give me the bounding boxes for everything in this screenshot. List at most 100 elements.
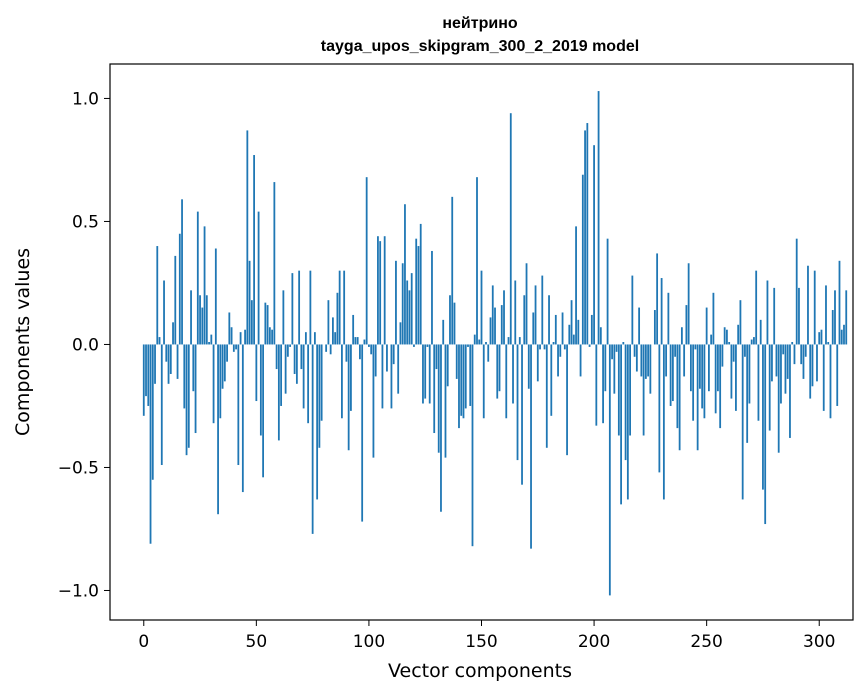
bar-component-75 — [312, 344, 314, 533]
bar-component-282 — [778, 344, 780, 452]
bar-component-59 — [276, 344, 278, 369]
bar-component-14 — [174, 256, 176, 345]
bar-component-65 — [289, 344, 291, 346]
bar-component-57 — [271, 330, 273, 345]
x-tick-label: 100 — [353, 632, 385, 652]
bar-component-136 — [449, 295, 451, 344]
bar-component-11 — [168, 344, 170, 383]
bar-component-284 — [782, 344, 784, 354]
bar-component-61 — [280, 344, 282, 406]
bar-component-230 — [661, 278, 663, 344]
y-axis-label: Components values — [12, 248, 34, 436]
bar-component-69 — [298, 271, 300, 345]
bar-component-48 — [251, 300, 253, 344]
bar-component-147 — [474, 335, 476, 345]
x-tick-label: 50 — [246, 632, 268, 652]
bar-component-174 — [535, 285, 537, 344]
bar-component-159 — [501, 305, 503, 344]
bar-component-40 — [233, 344, 235, 351]
bar-component-87 — [339, 271, 341, 345]
bar-component-124 — [422, 344, 424, 403]
bar-component-133 — [442, 320, 444, 345]
bar-component-142 — [463, 344, 465, 418]
bar-component-4 — [152, 344, 154, 479]
bar-component-188 — [566, 344, 568, 455]
bar-component-156 — [494, 308, 496, 345]
bar-component-143 — [465, 344, 467, 408]
bar-component-163 — [510, 113, 512, 344]
bar-component-235 — [672, 344, 674, 401]
bar-component-129 — [433, 344, 435, 433]
bar-component-268 — [746, 344, 748, 442]
bar-component-145 — [469, 344, 471, 406]
bar-component-310 — [841, 330, 843, 345]
bar-component-277 — [767, 281, 769, 345]
bar-component-135 — [447, 344, 449, 386]
x-tick-label: 250 — [690, 632, 722, 652]
bar-component-209 — [613, 344, 615, 393]
bar-component-132 — [440, 344, 442, 511]
bar-component-184 — [557, 344, 559, 376]
bar-component-93 — [352, 315, 354, 345]
bar-component-149 — [478, 340, 480, 345]
bar-component-304 — [827, 342, 829, 344]
bar-component-12 — [170, 344, 172, 374]
bar-component-293 — [803, 344, 805, 378]
bar-component-300 — [818, 332, 820, 344]
bar-component-9 — [163, 281, 165, 345]
bar-component-260 — [728, 342, 730, 344]
bar-component-120 — [413, 344, 415, 346]
bar-component-233 — [667, 293, 669, 345]
bar-component-121 — [415, 239, 417, 345]
bar-component-292 — [800, 344, 802, 364]
bar-component-155 — [492, 285, 494, 344]
bar-component-25 — [199, 295, 201, 344]
bar-component-117 — [406, 281, 408, 345]
bar-component-30 — [210, 335, 212, 345]
bar-component-17 — [181, 199, 183, 344]
bar-component-139 — [456, 344, 458, 378]
bar-component-196 — [584, 130, 586, 344]
bar-component-273 — [758, 344, 760, 420]
bar-component-214 — [625, 344, 627, 460]
bar-component-81 — [325, 344, 327, 351]
bar-component-152 — [485, 342, 487, 344]
bar-component-119 — [411, 273, 413, 344]
y-tick-label: 1.0 — [72, 89, 99, 109]
bar-component-146 — [472, 344, 474, 546]
bar-component-296 — [809, 344, 811, 398]
bar-component-24 — [197, 212, 199, 345]
y-tick-label: 0.0 — [72, 335, 99, 355]
bar-component-227 — [654, 310, 656, 344]
bar-component-51 — [258, 212, 260, 345]
bar-component-94 — [355, 337, 357, 344]
bar-component-76 — [314, 332, 316, 344]
bar-component-179 — [546, 344, 548, 447]
bar-component-82 — [328, 300, 330, 344]
bar-component-257 — [722, 344, 724, 366]
bar-component-252 — [710, 335, 712, 345]
bar-component-306 — [832, 310, 834, 344]
bar-component-182 — [553, 342, 555, 344]
bar-component-95 — [357, 337, 359, 344]
bar-component-96 — [359, 344, 361, 359]
bar-component-3 — [150, 344, 152, 543]
bar-component-279 — [771, 344, 773, 381]
bar-component-213 — [622, 342, 624, 344]
bar-component-19 — [186, 344, 188, 455]
bar-component-171 — [528, 344, 530, 388]
bar-component-220 — [638, 308, 640, 345]
bar-component-107 — [384, 236, 386, 344]
bar-component-33 — [217, 344, 219, 514]
x-tick-label: 0 — [138, 632, 149, 652]
bar-component-49 — [253, 155, 255, 344]
bar-component-258 — [724, 327, 726, 344]
bar-component-251 — [708, 344, 710, 391]
bar-component-54 — [264, 303, 266, 345]
bar-component-91 — [348, 344, 350, 450]
bar-component-106 — [382, 344, 384, 408]
bar-component-299 — [816, 344, 818, 381]
bar-component-83 — [330, 344, 332, 354]
bar-component-295 — [807, 266, 809, 345]
bar-component-89 — [343, 271, 345, 345]
